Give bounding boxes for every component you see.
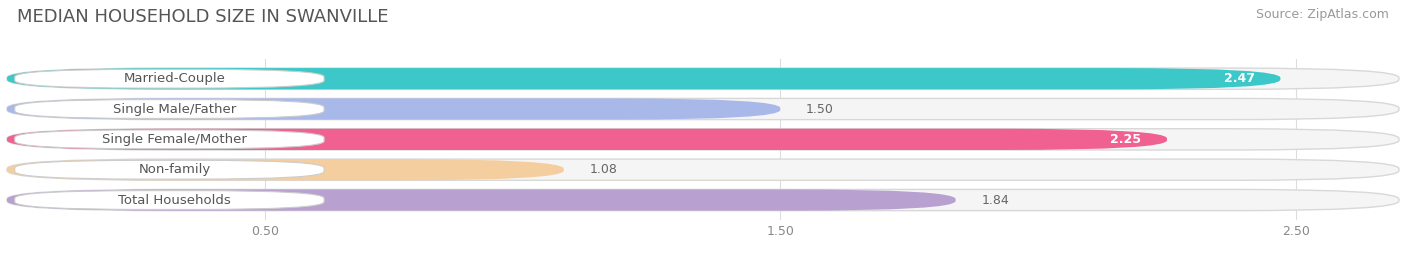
Text: 1.50: 1.50 [806, 103, 834, 116]
Text: 2.47: 2.47 [1223, 72, 1254, 85]
FancyBboxPatch shape [14, 160, 323, 179]
FancyBboxPatch shape [7, 98, 780, 120]
Text: Single Female/Mother: Single Female/Mother [103, 133, 247, 146]
FancyBboxPatch shape [14, 191, 323, 210]
FancyBboxPatch shape [7, 129, 1167, 150]
FancyBboxPatch shape [7, 159, 564, 180]
FancyBboxPatch shape [14, 130, 323, 149]
FancyBboxPatch shape [7, 159, 1399, 180]
FancyBboxPatch shape [7, 68, 1399, 89]
Text: 2.25: 2.25 [1111, 133, 1142, 146]
FancyBboxPatch shape [14, 69, 323, 88]
Text: 1.08: 1.08 [589, 163, 617, 176]
Text: Single Male/Father: Single Male/Father [112, 103, 236, 116]
FancyBboxPatch shape [7, 189, 956, 211]
FancyBboxPatch shape [7, 189, 1399, 211]
Text: Non-family: Non-family [138, 163, 211, 176]
Text: MEDIAN HOUSEHOLD SIZE IN SWANVILLE: MEDIAN HOUSEHOLD SIZE IN SWANVILLE [17, 8, 388, 26]
FancyBboxPatch shape [7, 98, 1399, 120]
FancyBboxPatch shape [7, 68, 1281, 89]
FancyBboxPatch shape [14, 100, 323, 118]
Text: 1.84: 1.84 [981, 193, 1010, 207]
Text: Total Households: Total Households [118, 193, 231, 207]
Text: Source: ZipAtlas.com: Source: ZipAtlas.com [1256, 8, 1389, 21]
Text: Married-Couple: Married-Couple [124, 72, 225, 85]
FancyBboxPatch shape [7, 129, 1399, 150]
